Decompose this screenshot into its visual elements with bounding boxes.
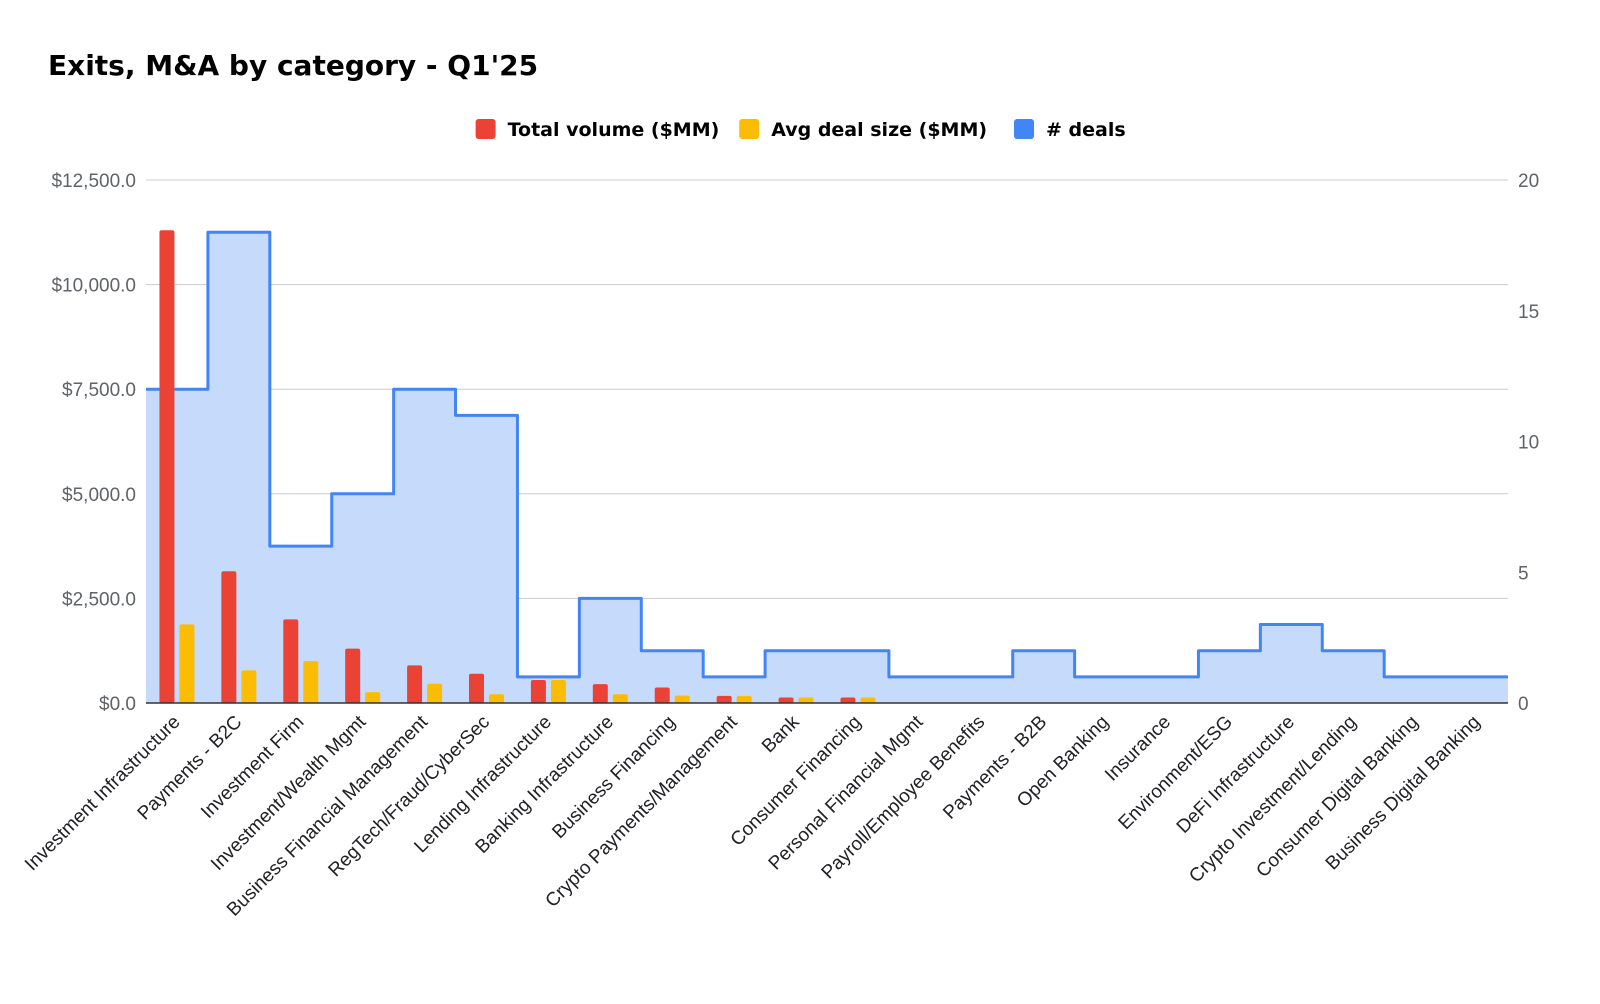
y-left-tick-label: $2,500.0 xyxy=(62,589,136,610)
legend-label: # deals xyxy=(1046,119,1126,141)
y-axis-left-ticks: $0.0 $2,500.0 $5,000.0 $7,500.0 $10,000.0 $12… xyxy=(51,171,136,715)
x-tick-label: DeFi Infrastructure xyxy=(1173,712,1299,838)
bars xyxy=(159,230,876,703)
y-axis-right-ticks: 0 5 10 15 20 xyxy=(1518,171,1539,715)
bar-avg-deal-size-mm-investment-wealth-mgmt xyxy=(365,692,381,703)
legend-swatch-deals xyxy=(1014,119,1034,139)
bar-avg-deal-size-mm-business-financial-management xyxy=(427,683,443,703)
y-left-tick-label: $12,500.0 xyxy=(51,171,136,192)
bar-avg-deal-size-mm-lending-infrastructure xyxy=(550,679,566,703)
bar-avg-deal-size-mm-banking-infrastructure xyxy=(612,694,628,703)
legend-label: Avg deal size ($MM) xyxy=(771,119,987,141)
x-tick-label: Environment/ESG xyxy=(1115,712,1237,834)
bar-total-volume-mm-bank xyxy=(778,697,794,703)
bar-avg-deal-size-mm-business-financing xyxy=(674,695,690,703)
deals-area-fill xyxy=(146,232,1508,704)
deals-area xyxy=(146,230,1508,704)
y-right-tick-label: 15 xyxy=(1518,302,1539,323)
y-left-tick-label: $10,000.0 xyxy=(51,276,136,297)
bar-avg-deal-size-mm-payments-b2c xyxy=(241,670,257,703)
bar-total-volume-mm-business-financial-management xyxy=(407,665,423,703)
legend-swatch-total-volume-mm xyxy=(475,119,496,139)
bar-total-volume-mm-payments-b2c xyxy=(221,571,237,703)
y-right-tick-label: 20 xyxy=(1518,171,1539,192)
deals-step-line xyxy=(146,230,1508,679)
y-left-tick-label: $0.0 xyxy=(99,694,136,715)
y-right-tick-label: 10 xyxy=(1518,433,1539,454)
x-tick-label: Payments - B2B xyxy=(939,712,1051,824)
y-left-tick-label: $5,000.0 xyxy=(62,485,136,506)
bar-avg-deal-size-mm-crypto-payments-management xyxy=(736,695,752,703)
legend: Total volume ($MM) Avg deal size ($MM) # d… xyxy=(475,119,1126,141)
x-tick-label: Payments - B2C xyxy=(134,712,247,825)
bar-total-volume-mm-banking-infrastructure xyxy=(592,684,608,703)
bar-total-volume-mm-investment-infrastructure xyxy=(159,230,175,703)
y-left-tick-label: $7,500.0 xyxy=(62,380,136,401)
bar-avg-deal-size-mm-consumer-financing xyxy=(860,697,876,703)
bar-avg-deal-size-mm-investment-firm xyxy=(303,661,319,703)
bar-avg-deal-size-mm-regtech-fraud-cybersec xyxy=(489,694,504,703)
bar-avg-deal-size-mm-investment-infrastructure xyxy=(179,624,195,703)
bar-total-volume-mm-crypto-payments-management xyxy=(716,695,732,703)
chart-title: Exits, M&A by category - Q1'25 xyxy=(48,49,538,82)
x-tick-label: Bank xyxy=(758,711,804,757)
y-right-tick-label: 0 xyxy=(1518,694,1529,715)
legend-swatch-avg-deal-size-mm xyxy=(739,119,760,139)
bar-avg-deal-size-mm-bank xyxy=(798,697,814,703)
bar-total-volume-mm-business-financing xyxy=(654,687,670,703)
y-right-tick-label: 5 xyxy=(1518,563,1529,584)
bar-total-volume-mm-lending-infrastructure xyxy=(530,679,546,703)
legend-label: Total volume ($MM) xyxy=(508,119,720,141)
bar-total-volume-mm-investment-wealth-mgmt xyxy=(345,648,361,703)
bar-total-volume-mm-investment-firm xyxy=(283,619,299,703)
bar-total-volume-mm-consumer-financing xyxy=(840,697,856,703)
bar-total-volume-mm-regtech-fraud-cybersec xyxy=(469,673,484,703)
